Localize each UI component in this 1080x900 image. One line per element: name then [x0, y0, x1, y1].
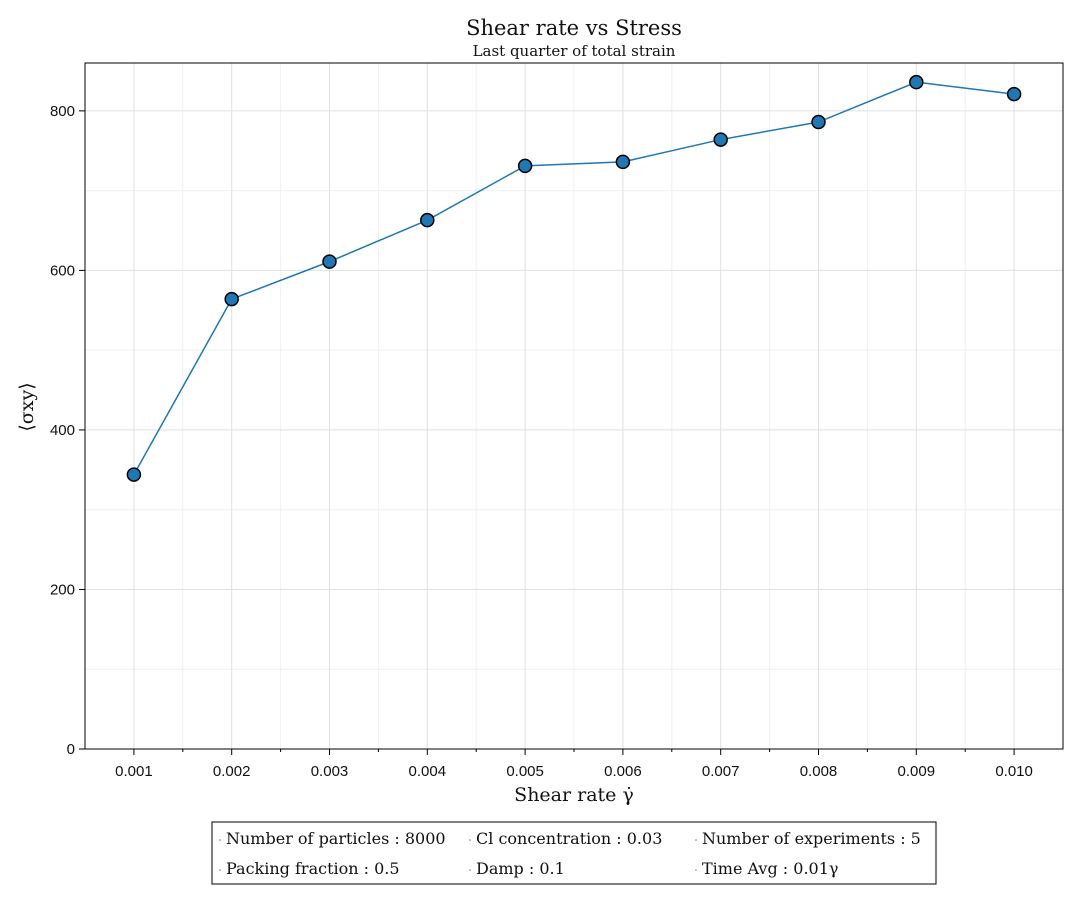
- data-point: [517, 158, 533, 174]
- y-tick-label: 400: [50, 422, 75, 439]
- legend-marker: [219, 839, 221, 841]
- data-point: [909, 74, 924, 90]
- y-axis-ticks: 0 200 400 600 800: [50, 103, 85, 758]
- major-grid: [85, 63, 1063, 749]
- x-tick-label: 0.008: [800, 763, 838, 780]
- x-tick-label: 0.001: [115, 763, 153, 780]
- x-axis-label: Shear rate γ̇: [514, 784, 634, 806]
- legend-entry: Damp : 0.1: [476, 859, 565, 878]
- chart-subtitle: Last quarter of total strain: [473, 42, 676, 60]
- x-tick-label: 0.004: [409, 763, 447, 780]
- data-point: [420, 212, 435, 228]
- x-tick-label: 0.009: [898, 763, 936, 780]
- legend-box: [211, 821, 937, 885]
- x-tick-label: 0.010: [995, 763, 1033, 780]
- x-tick-label: 0.006: [604, 763, 642, 780]
- minor-grid: [85, 63, 1063, 749]
- data-point: [615, 154, 631, 170]
- y-tick-label: 800: [50, 103, 75, 120]
- legend-marker: [219, 869, 221, 871]
- data-point: [811, 114, 826, 130]
- y-tick-label: 0: [67, 741, 75, 758]
- x-tick-label: 0.002: [213, 763, 251, 780]
- chart-title: Shear rate vs Stress: [466, 16, 682, 40]
- x-tick-label: 0.003: [311, 763, 349, 780]
- legend-entry: Time Avg : 0.01γ: [702, 859, 838, 878]
- legend-entry: Packing fraction : 0.5: [226, 859, 400, 878]
- x-tick-label: 0.007: [702, 763, 740, 780]
- y-axis-label: ⟨σxy⟩: [16, 382, 38, 431]
- legend-entry: Cl concentration : 0.03: [476, 829, 662, 848]
- legend: Number of particles : 8000 Cl concentrati…: [211, 821, 937, 885]
- y-tick-label: 200: [50, 581, 75, 598]
- legend-entry: Number of particles : 8000: [226, 829, 446, 848]
- legend-marker: [469, 839, 471, 841]
- series-layer: [126, 74, 1022, 482]
- data-point: [224, 291, 239, 307]
- data-point: [322, 254, 337, 269]
- y-tick-label: 600: [50, 262, 75, 279]
- series-line: [133, 81, 1015, 475]
- data-point: [126, 467, 142, 482]
- x-axis-ticks: 0.001 0.002 0.003 0.004 0.005 0.006 0.007 0.008…: [115, 749, 1033, 780]
- legend-marker: [695, 839, 697, 841]
- legend-marker: [469, 869, 471, 871]
- legend-entry: Number of experiments : 5: [702, 829, 921, 848]
- data-point: [1006, 86, 1022, 102]
- legend-marker: [695, 869, 697, 871]
- data-point: [713, 132, 728, 147]
- x-tick-label: 0.005: [506, 763, 544, 780]
